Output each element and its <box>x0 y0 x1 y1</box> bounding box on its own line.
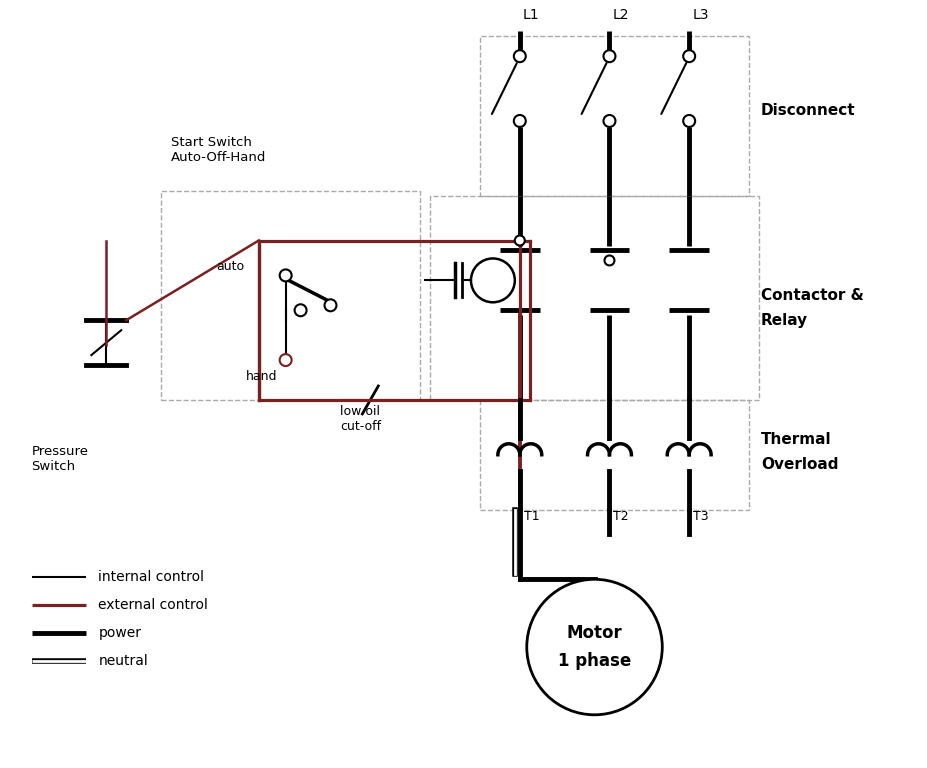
Text: Contactor &: Contactor & <box>761 288 864 303</box>
Text: L1: L1 <box>523 8 540 22</box>
Text: T3: T3 <box>693 509 709 522</box>
Text: Relay: Relay <box>761 313 808 328</box>
Circle shape <box>683 50 695 62</box>
Circle shape <box>280 270 292 281</box>
Circle shape <box>603 115 616 127</box>
Bar <box>480 36 749 196</box>
Text: external control: external control <box>98 598 209 612</box>
Bar <box>480 400 749 509</box>
Text: T2: T2 <box>614 509 629 522</box>
Text: Thermal: Thermal <box>761 432 832 447</box>
Text: T1: T1 <box>524 509 540 522</box>
Circle shape <box>604 256 615 266</box>
Circle shape <box>514 236 525 246</box>
Text: 1 phase: 1 phase <box>558 652 631 670</box>
Bar <box>161 190 420 400</box>
Circle shape <box>295 304 307 316</box>
Text: L3: L3 <box>692 8 708 22</box>
Circle shape <box>324 300 337 311</box>
Text: neutral: neutral <box>98 654 148 668</box>
Circle shape <box>514 50 526 62</box>
Text: auto: auto <box>216 260 244 273</box>
Text: low oil
cut-off: low oil cut-off <box>340 405 382 433</box>
Text: internal control: internal control <box>98 571 204 584</box>
Bar <box>430 196 759 400</box>
Text: hand: hand <box>246 370 277 383</box>
Text: power: power <box>98 626 141 640</box>
Text: Motor: Motor <box>566 624 622 642</box>
Text: Overload: Overload <box>761 457 838 472</box>
Text: Start Switch
Auto-Off-Hand: Start Switch Auto-Off-Hand <box>171 136 266 164</box>
Text: Pressure
Switch: Pressure Switch <box>32 445 89 472</box>
Circle shape <box>603 50 616 62</box>
Circle shape <box>527 579 662 715</box>
Circle shape <box>514 115 526 127</box>
Circle shape <box>280 354 292 366</box>
Circle shape <box>683 115 695 127</box>
Text: L2: L2 <box>613 8 629 22</box>
Text: Disconnect: Disconnect <box>761 104 856 118</box>
Circle shape <box>471 259 514 303</box>
